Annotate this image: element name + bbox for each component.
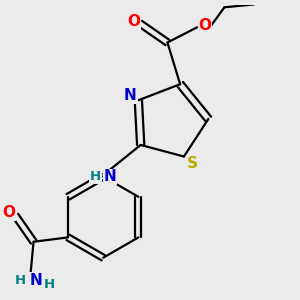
Text: O: O [2, 205, 15, 220]
Text: N: N [30, 273, 43, 288]
Text: N: N [124, 88, 137, 104]
Text: S: S [186, 156, 197, 171]
Text: H: H [15, 274, 26, 287]
Text: H: H [44, 278, 55, 291]
Text: O: O [199, 18, 212, 33]
Text: N: N [103, 169, 116, 184]
Text: H: H [90, 170, 101, 183]
Text: O: O [127, 14, 140, 29]
